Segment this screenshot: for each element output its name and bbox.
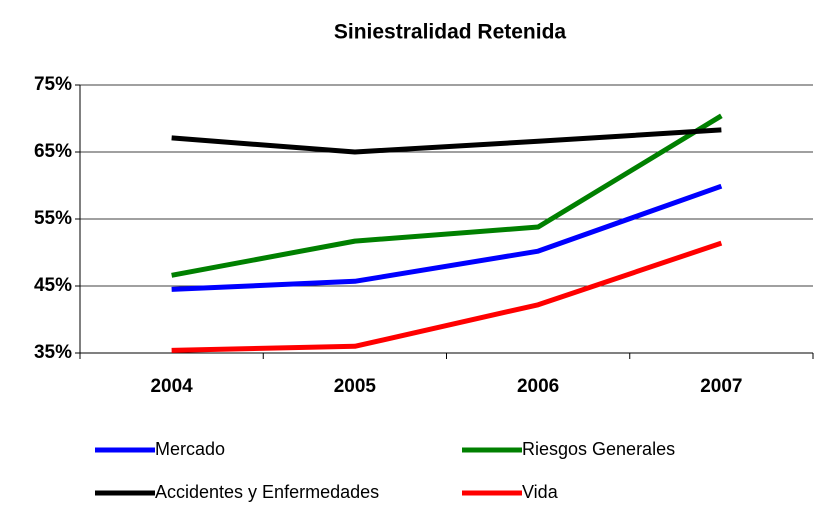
y-tick-label: 65%	[34, 141, 72, 162]
series-line	[171, 127, 722, 155]
y-tick-label: 35%	[34, 342, 72, 363]
x-tick-label: 2006	[517, 376, 559, 397]
legend-label: Vida	[522, 482, 559, 502]
x-tick-label: 2004	[150, 376, 193, 397]
series-line	[171, 183, 723, 292]
legend-label: Riesgos Generales	[522, 439, 675, 459]
legend-label: Accidentes y Enfermedades	[155, 482, 379, 502]
legend-label: Mercado	[155, 439, 225, 459]
y-tick-label: 45%	[34, 275, 72, 296]
x-tick-label: 2005	[334, 376, 377, 397]
series-line	[171, 113, 723, 278]
x-tick-label: 2007	[700, 376, 742, 397]
chart-title: Siniestralidad Retenida	[334, 21, 567, 44]
series-line	[171, 240, 723, 353]
y-tick-label: 55%	[34, 208, 72, 229]
y-tick-label: 75%	[34, 74, 72, 95]
